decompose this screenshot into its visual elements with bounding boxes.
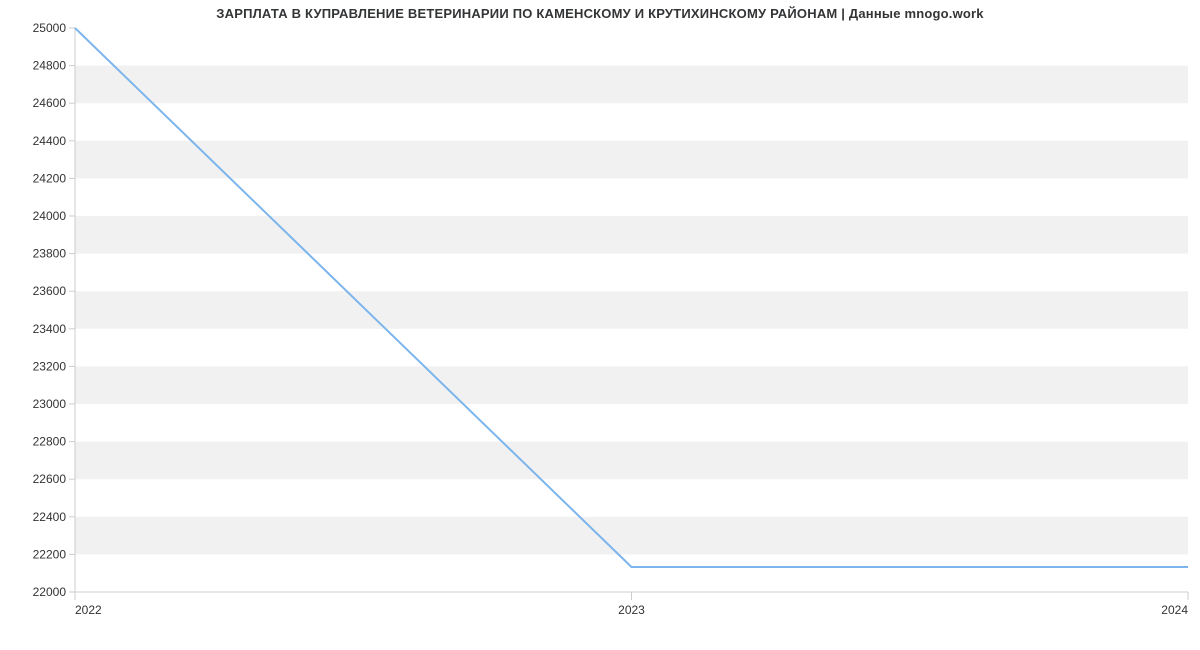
y-tick-label: 23800 xyxy=(33,247,67,261)
x-tick-label: 2023 xyxy=(618,603,645,617)
y-tick-label: 24600 xyxy=(33,96,67,110)
y-tick-label: 23200 xyxy=(33,359,67,373)
y-tick-label: 22000 xyxy=(33,585,67,599)
y-tick-label: 23000 xyxy=(33,397,67,411)
y-tick-label: 22200 xyxy=(33,547,67,561)
y-tick-label: 24800 xyxy=(33,59,67,73)
x-tick-label: 2024 xyxy=(1161,603,1188,617)
chart-svg: 22000 22200 22400 22600 22800 23000 23200 23400… xyxy=(0,0,1200,650)
y-tick-label: 22800 xyxy=(33,435,67,449)
y-tick-label: 24400 xyxy=(33,134,67,148)
x-tick-label: 2022 xyxy=(75,603,102,617)
y-tick-label: 24200 xyxy=(33,171,67,185)
y-tick-label: 22600 xyxy=(33,472,67,486)
y-tick-label: 23400 xyxy=(33,322,67,336)
salary-line-chart: ЗАРПЛАТА В КУПРАВЛЕНИЕ ВЕТЕРИНАРИИ ПО КА… xyxy=(0,0,1200,650)
y-tick-label: 22400 xyxy=(33,510,67,524)
y-tick-label: 24000 xyxy=(33,209,67,223)
y-tick-label: 23600 xyxy=(33,284,67,298)
y-tick-label: 25000 xyxy=(33,21,67,35)
